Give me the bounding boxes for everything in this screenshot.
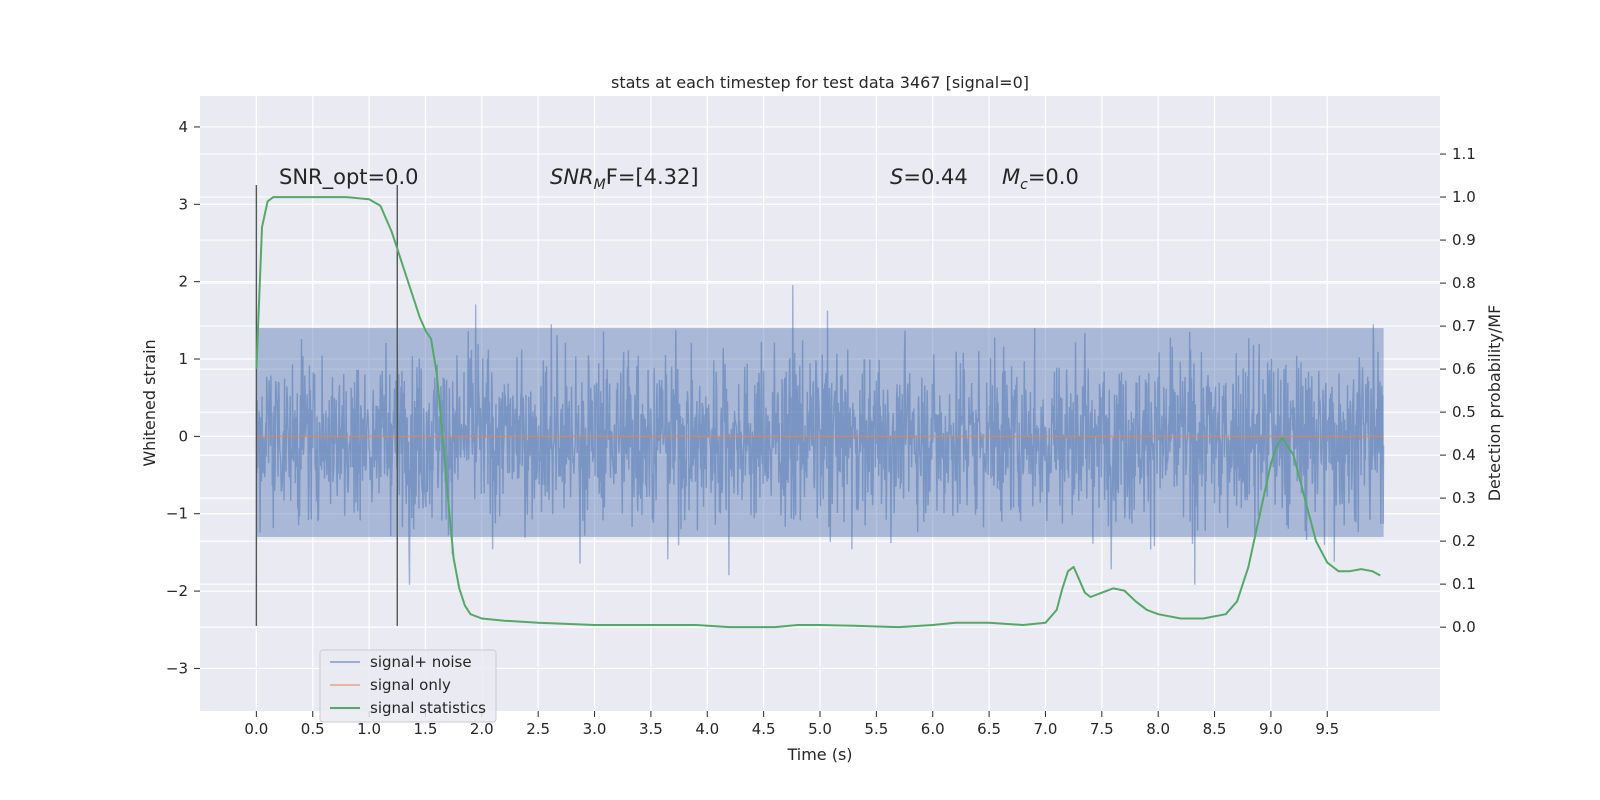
x-tick-label: 2.0 (470, 720, 494, 738)
annotation-s: S=0.44 (890, 165, 968, 189)
annotation-mc: Mc=0.0 (1002, 165, 1079, 193)
mc-subscript: c (1020, 177, 1028, 193)
y2-tick-label: 0.8 (1452, 274, 1476, 292)
segment-markers (255, 184, 398, 626)
snr-mf-tail: F=[4.32] (606, 165, 699, 189)
y-tick-label: 0 (178, 427, 188, 445)
y2-tick-label: 0.4 (1452, 446, 1476, 464)
signal-statistics-line (255, 196, 1381, 629)
y2-tick-label: 0.0 (1452, 618, 1476, 636)
y-tick-label: 1 (178, 350, 188, 368)
x-tick-label: 7.0 (1034, 720, 1058, 738)
series-signal-plus-noise (255, 285, 1385, 585)
mc-value: =0.0 (1028, 165, 1079, 189)
y-axis-ticks: −3 −2 −1 0 1 2 3 4 (166, 118, 200, 677)
y2-axis-label: Detection probability/MF (1485, 305, 1504, 502)
x-tick-label: 2.5 (526, 720, 550, 738)
y-tick-label: −3 (166, 659, 188, 677)
y2-tick-label: 0.7 (1452, 317, 1476, 335)
x-tick-label: 4.0 (695, 720, 719, 738)
y2-axis-ticks: 0.0 0.1 0.2 0.3 0.4 0.5 0.6 0.7 0.8 0.9 1.0 1.1 (1440, 145, 1476, 636)
x-tick-label: 8.5 (1203, 720, 1227, 738)
y2-tick-label: 0.5 (1452, 403, 1476, 421)
y-tick-label: −1 (166, 505, 188, 523)
x-tick-label: 8.0 (1146, 720, 1170, 738)
x-axis-ticks: 0.0 0.5 1.0 1.5 2.0 2.5 3.0 3.5 4.0 4.5 5.0 5.5 6.0 6… (244, 711, 1339, 738)
y2-tick-label: 0.1 (1452, 575, 1476, 593)
x-tick-label: 6.5 (977, 720, 1001, 738)
chart-title: stats at each timestep for test data 346… (611, 73, 1029, 92)
snr-mf-base: SNR (550, 165, 594, 189)
x-tick-label: 9.5 (1315, 720, 1339, 738)
y2-tick-label: 0.9 (1452, 231, 1476, 249)
x-tick-label: 9.0 (1259, 720, 1283, 738)
x-tick-label: 5.5 (864, 720, 888, 738)
y2-tick-label: 0.6 (1452, 360, 1476, 378)
annotation-snr-opt: SNR_opt=0.0 (279, 165, 419, 190)
y-tick-label: 3 (178, 195, 188, 213)
legend-label-signal-statistics: signal statistics (370, 699, 486, 717)
x-tick-label: 0.5 (301, 720, 325, 738)
legend-label-signal-only: signal only (370, 676, 451, 694)
y-tick-label: 4 (178, 118, 188, 136)
y2-tick-label: 0.3 (1452, 489, 1476, 507)
annotation-snr-mf: SNRMF=[4.32] (550, 165, 699, 193)
y2-tick-label: 1.0 (1452, 188, 1476, 206)
x-tick-label: 1.0 (357, 720, 381, 738)
mc-symbol: M (1002, 165, 1020, 189)
legend-label-signal-plus-noise: signal+ noise (370, 653, 472, 671)
x-tick-label: 0.0 (244, 720, 268, 738)
series-signal-statistics (255, 196, 1381, 629)
signal-plus-noise-line (255, 285, 1385, 585)
y-tick-label: −2 (166, 582, 188, 600)
y-axis-label: Whitened strain (140, 339, 159, 466)
legend-box (319, 649, 497, 723)
x-tick-label: 3.0 (583, 720, 607, 738)
y2-tick-label: 0.2 (1452, 532, 1476, 550)
x-tick-label: 6.0 (921, 720, 945, 738)
snr-mf-subscript: M (594, 177, 606, 193)
legend: signal+ noise signal only signal statist… (319, 649, 497, 723)
x-tick-label: 3.5 (639, 720, 663, 738)
s-symbol: S (890, 165, 903, 189)
s-value: =0.44 (903, 165, 967, 189)
x-tick-label: 4.5 (752, 720, 776, 738)
y-tick-label: 2 (178, 273, 188, 291)
x-tick-label: 1.5 (414, 720, 438, 738)
y2-tick-label: 1.1 (1452, 145, 1476, 163)
x-tick-label: 5.0 (808, 720, 832, 738)
x-axis-label: Time (s) (786, 745, 852, 764)
signal-plus-noise-band (256, 328, 1384, 537)
x-tick-label: 7.5 (1090, 720, 1114, 738)
